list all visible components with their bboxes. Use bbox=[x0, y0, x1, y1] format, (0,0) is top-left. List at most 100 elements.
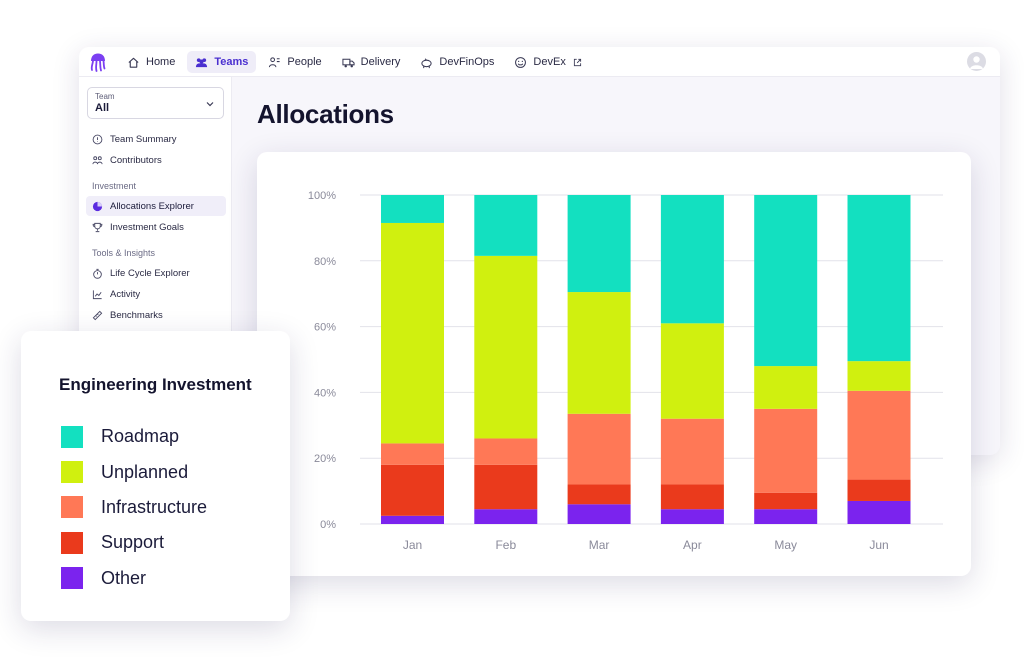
x-tick-label: Mar bbox=[589, 538, 610, 552]
trophy-icon bbox=[92, 222, 103, 232]
legend-swatch bbox=[61, 461, 83, 484]
bar-segment-support-mar[interactable] bbox=[567, 484, 631, 505]
nav-devex-label: DevEx bbox=[533, 56, 566, 68]
nav-devfinops-label: DevFinOps bbox=[439, 56, 495, 68]
stacked-bar-chart: 0% 20% 40% 60% 80% 100% Jan Feb Mar Apr May Jun bbox=[308, 190, 943, 552]
y-tick-label: 60% bbox=[314, 322, 336, 334]
team-select-label: Team bbox=[95, 92, 115, 101]
legend-label: Support bbox=[101, 532, 165, 553]
y-tick-label: 80% bbox=[314, 256, 336, 268]
bar-segment-support-may[interactable] bbox=[754, 492, 818, 510]
sidebar-item-activity[interactable]: Activity bbox=[86, 284, 226, 304]
sidebar-item-team-summary[interactable]: Team Summary bbox=[86, 129, 226, 149]
bar-segment-other-may[interactable] bbox=[754, 509, 818, 524]
user-icon bbox=[970, 56, 983, 69]
legend-list: Roadmap Unplanned Infrastructure Support Oth… bbox=[61, 419, 207, 596]
summary-icon bbox=[92, 134, 103, 144]
x-tick-label: Jun bbox=[869, 538, 888, 552]
sidebar-nav: Team Summary Contributors Investment All… bbox=[86, 129, 226, 326]
legend-swatch bbox=[61, 496, 83, 519]
nav-teams[interactable]: Teams bbox=[187, 51, 257, 73]
user-avatar[interactable] bbox=[967, 52, 986, 71]
legend-swatch bbox=[61, 425, 83, 448]
people-icon bbox=[269, 56, 280, 67]
ruler-icon bbox=[92, 310, 103, 320]
bar-segment-infrastructure-jun[interactable] bbox=[847, 390, 911, 480]
legend-item-infrastructure: Infrastructure bbox=[61, 490, 207, 525]
nav-devfinops[interactable]: DevFinOps bbox=[412, 51, 502, 73]
bar-segment-infrastructure-apr[interactable] bbox=[660, 418, 724, 485]
chart-card: 0% 20% 40% 60% 80% 100% Jan Feb Mar Apr May Jun bbox=[257, 152, 971, 576]
nav-devex[interactable]: DevEx bbox=[506, 51, 590, 73]
bar-segment-infrastructure-jan[interactable] bbox=[381, 443, 444, 465]
bar-segment-other-jun[interactable] bbox=[847, 500, 911, 524]
stopwatch-icon bbox=[93, 268, 102, 279]
bar-segment-other-feb[interactable] bbox=[474, 509, 538, 524]
bar-segment-unplanned-jun[interactable] bbox=[847, 361, 911, 391]
bar-segment-infrastructure-may[interactable] bbox=[754, 408, 818, 493]
sidebar-item-label: Benchmarks bbox=[110, 309, 163, 321]
legend-title: Engineering Investment bbox=[59, 375, 252, 394]
team-select[interactable]: Team All bbox=[87, 87, 224, 119]
top-navigation-bar: Home Teams People Delivery DevFinOps bbox=[79, 47, 1000, 77]
smiley-icon bbox=[515, 56, 527, 68]
y-tick-label: 40% bbox=[314, 387, 336, 399]
sidebar-item-allocations-explorer[interactable]: Allocations Explorer bbox=[86, 196, 226, 216]
nav-teams-label: Teams bbox=[214, 56, 249, 68]
bar-segment-roadmap-apr[interactable] bbox=[660, 195, 724, 324]
jellyfish-logo-icon bbox=[90, 53, 106, 72]
bar-segment-unplanned-apr[interactable] bbox=[660, 323, 724, 419]
bar-segment-roadmap-feb[interactable] bbox=[474, 195, 538, 256]
x-tick-label: Jan bbox=[403, 538, 422, 552]
sidebar-item-label: Team Summary bbox=[110, 133, 177, 145]
legend-card: Engineering Investment Roadmap Unplanned I… bbox=[21, 331, 290, 621]
nav-home-label: Home bbox=[146, 56, 176, 68]
bar-segment-other-mar[interactable] bbox=[567, 504, 631, 524]
nav-home[interactable]: Home bbox=[119, 51, 183, 73]
sidebar-item-label: Contributors bbox=[110, 154, 162, 166]
legend-item-other: Other bbox=[61, 561, 207, 596]
bar-segment-support-feb[interactable] bbox=[474, 464, 538, 510]
x-tick-label: May bbox=[774, 538, 797, 552]
bar-segment-roadmap-mar[interactable] bbox=[567, 195, 631, 293]
bar-segment-unplanned-jan[interactable] bbox=[381, 222, 444, 444]
sidebar-item-investment-goals[interactable]: Investment Goals bbox=[86, 217, 226, 237]
sidebar-item-contributors[interactable]: Contributors bbox=[86, 150, 226, 170]
pie-chart-icon bbox=[92, 201, 103, 211]
bar-segment-support-jun[interactable] bbox=[847, 479, 911, 501]
y-tick-label: 20% bbox=[314, 453, 336, 465]
chevron-down-icon bbox=[206, 102, 214, 107]
y-tick-label: 100% bbox=[308, 190, 336, 202]
bar-segment-roadmap-jun[interactable] bbox=[847, 195, 911, 362]
sidebar-item-label: Activity bbox=[110, 288, 141, 300]
bar-segment-unplanned-feb[interactable] bbox=[474, 255, 538, 439]
home-icon bbox=[128, 57, 139, 68]
nav-people[interactable]: People bbox=[260, 51, 329, 73]
sidebar-item-label: Life Cycle Explorer bbox=[110, 267, 190, 279]
legend-swatch bbox=[61, 531, 83, 554]
bar-segment-unplanned-may[interactable] bbox=[754, 366, 818, 409]
team-select-value: All bbox=[95, 102, 110, 114]
bar-segment-support-jan[interactable] bbox=[381, 464, 444, 516]
bar-segment-roadmap-may[interactable] bbox=[754, 195, 818, 367]
truck-icon bbox=[342, 58, 355, 67]
nav-delivery-label: Delivery bbox=[360, 56, 401, 68]
contributors-icon bbox=[92, 155, 103, 164]
bar-segment-other-apr[interactable] bbox=[660, 509, 724, 524]
sidebar-item-label: Investment Goals bbox=[110, 221, 184, 233]
bar-segment-support-apr[interactable] bbox=[660, 484, 724, 510]
bar-segment-roadmap-jan[interactable] bbox=[381, 195, 444, 223]
page-title: Allocations bbox=[257, 99, 394, 129]
bar-segment-infrastructure-mar[interactable] bbox=[567, 413, 631, 485]
sidebar-item-benchmarks[interactable]: Benchmarks bbox=[86, 305, 226, 325]
bar-segment-other-jan[interactable] bbox=[381, 515, 444, 524]
legend-item-support: Support bbox=[61, 525, 207, 560]
nav-delivery[interactable]: Delivery bbox=[334, 51, 409, 73]
bar-segment-unplanned-mar[interactable] bbox=[567, 292, 631, 414]
legend-swatch bbox=[61, 567, 83, 590]
activity-chart-icon bbox=[92, 289, 102, 299]
external-link-icon bbox=[573, 58, 581, 66]
legend-label: Infrastructure bbox=[101, 496, 208, 517]
sidebar-item-life-cycle-explorer[interactable]: Life Cycle Explorer bbox=[86, 263, 226, 283]
bar-segment-infrastructure-feb[interactable] bbox=[474, 438, 538, 465]
